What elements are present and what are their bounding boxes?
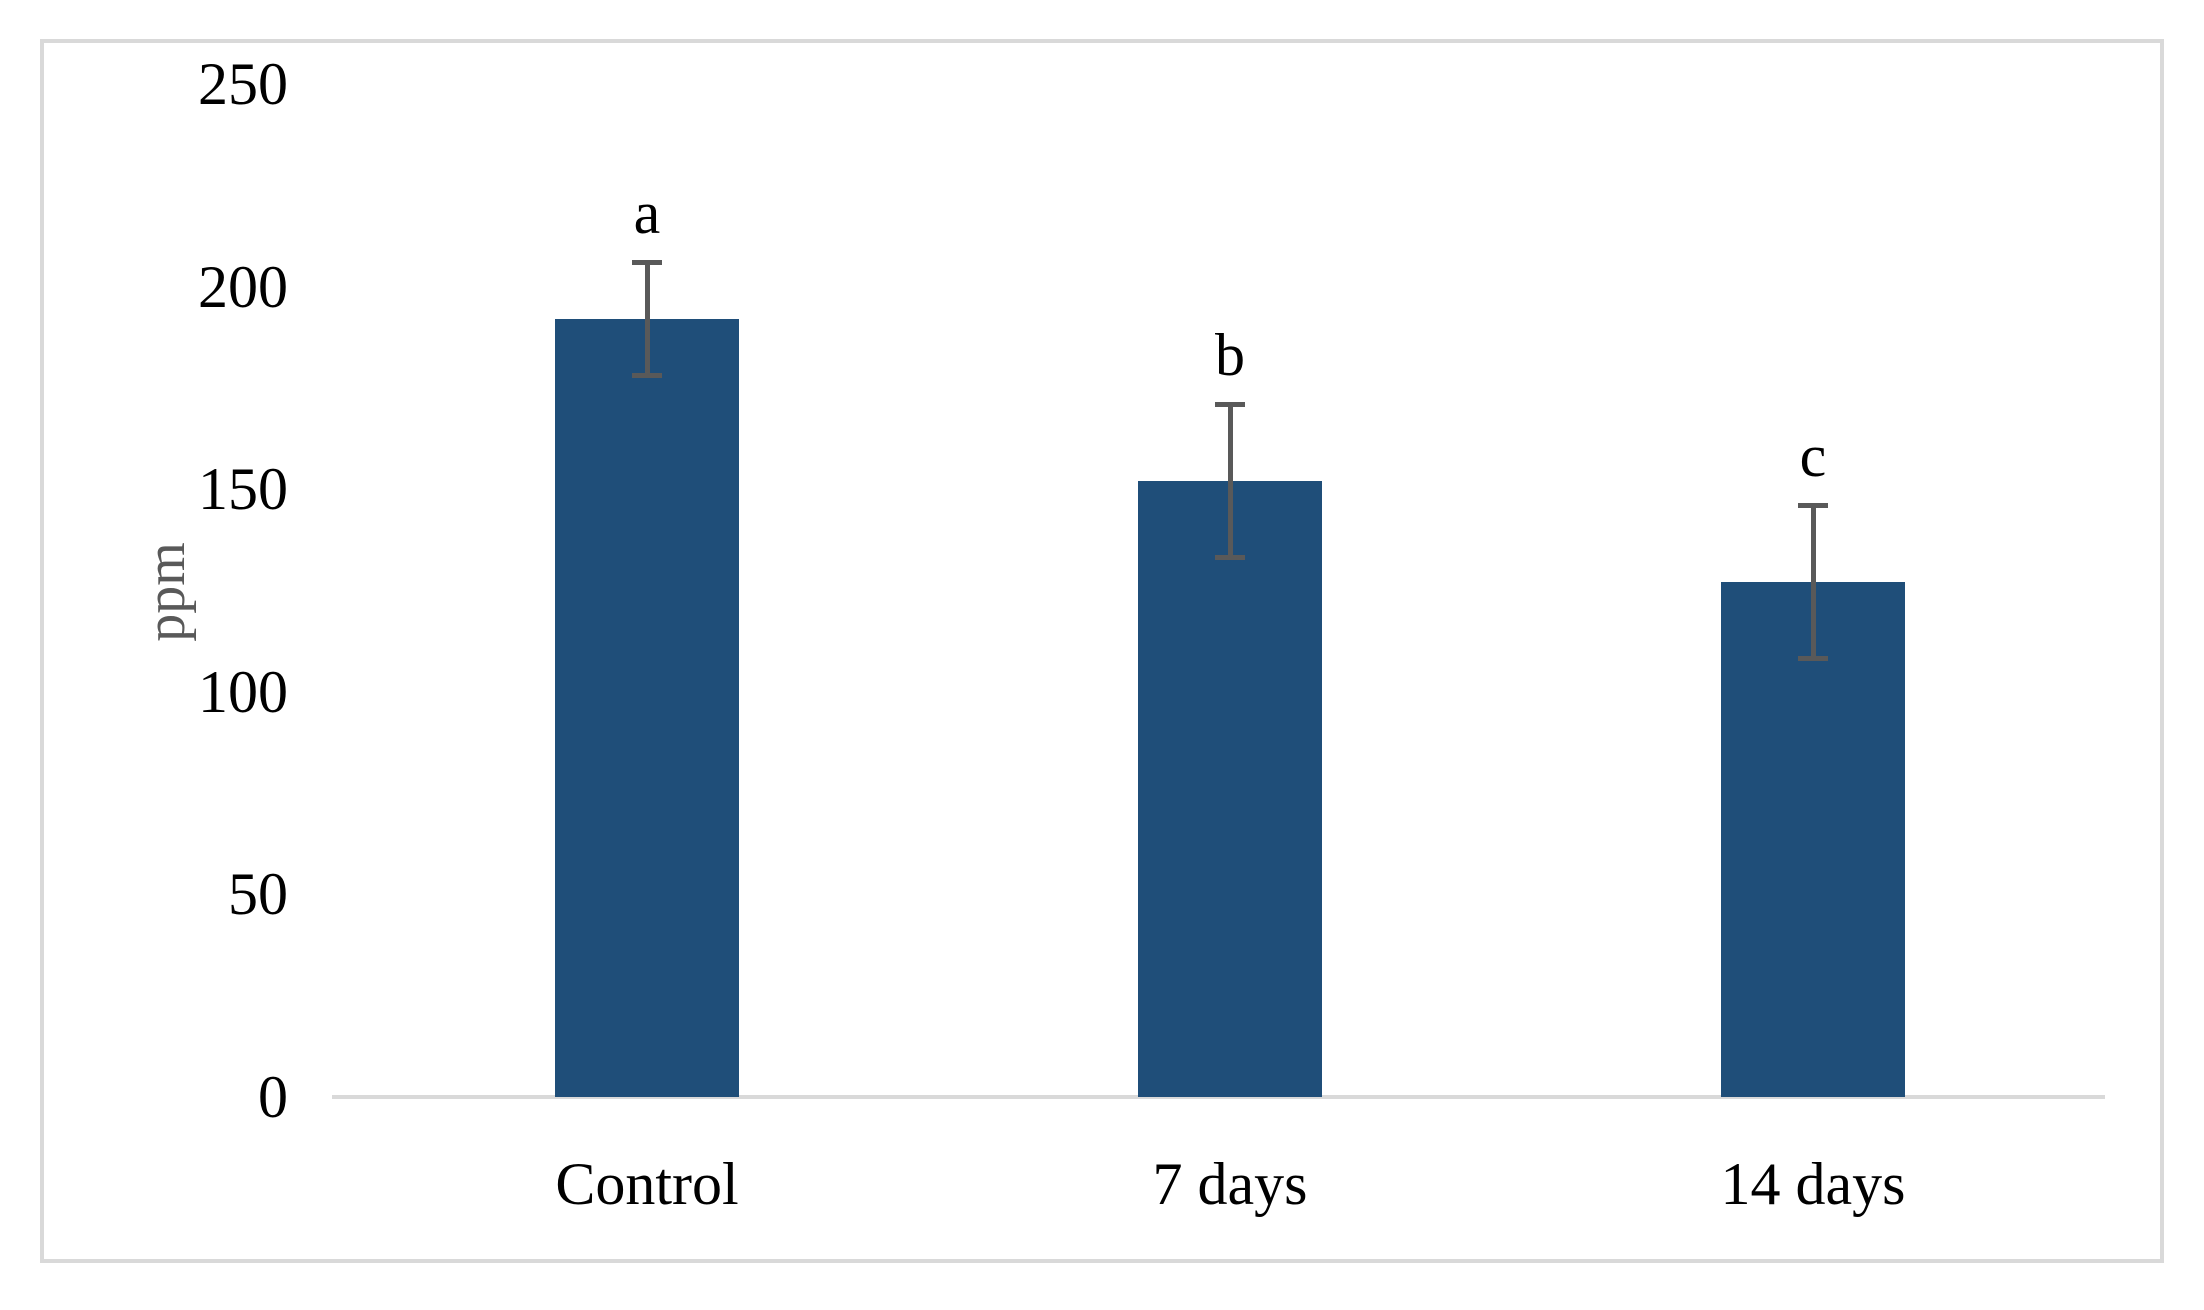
error-bar-bottom-cap (1798, 656, 1828, 662)
error-bar-bottom-cap (1215, 555, 1245, 561)
significance-letter: c (1799, 423, 1827, 490)
y-tick-label: 200 (198, 253, 288, 320)
y-tick-label: 50 (228, 861, 288, 928)
y-tick-label: 0 (258, 1064, 288, 1130)
error-bar (644, 260, 650, 378)
error-bar-top-cap (1215, 402, 1245, 408)
x-category-label: 7 days (1152, 1151, 1308, 1217)
x-category-label: 14 days (1720, 1151, 1906, 1217)
y-axis-title: ppm (135, 542, 197, 642)
error-bar-bottom-cap (632, 372, 662, 378)
error-bar (1810, 503, 1816, 662)
y-tick-label: 100 (198, 658, 288, 725)
error-bar-top-cap (632, 260, 662, 266)
significance-letter: b (1215, 322, 1245, 389)
bar (1721, 582, 1905, 1097)
y-tick-label: 250 (198, 51, 288, 117)
x-axis-line (332, 1095, 2105, 1099)
bar (1138, 481, 1322, 1097)
error-bar-top-cap (1798, 503, 1828, 509)
x-category-label: Control (555, 1151, 739, 1217)
error-bar (1227, 402, 1233, 561)
y-tick-label: 150 (198, 456, 288, 523)
bar (555, 319, 739, 1097)
significance-letter: a (633, 180, 661, 247)
